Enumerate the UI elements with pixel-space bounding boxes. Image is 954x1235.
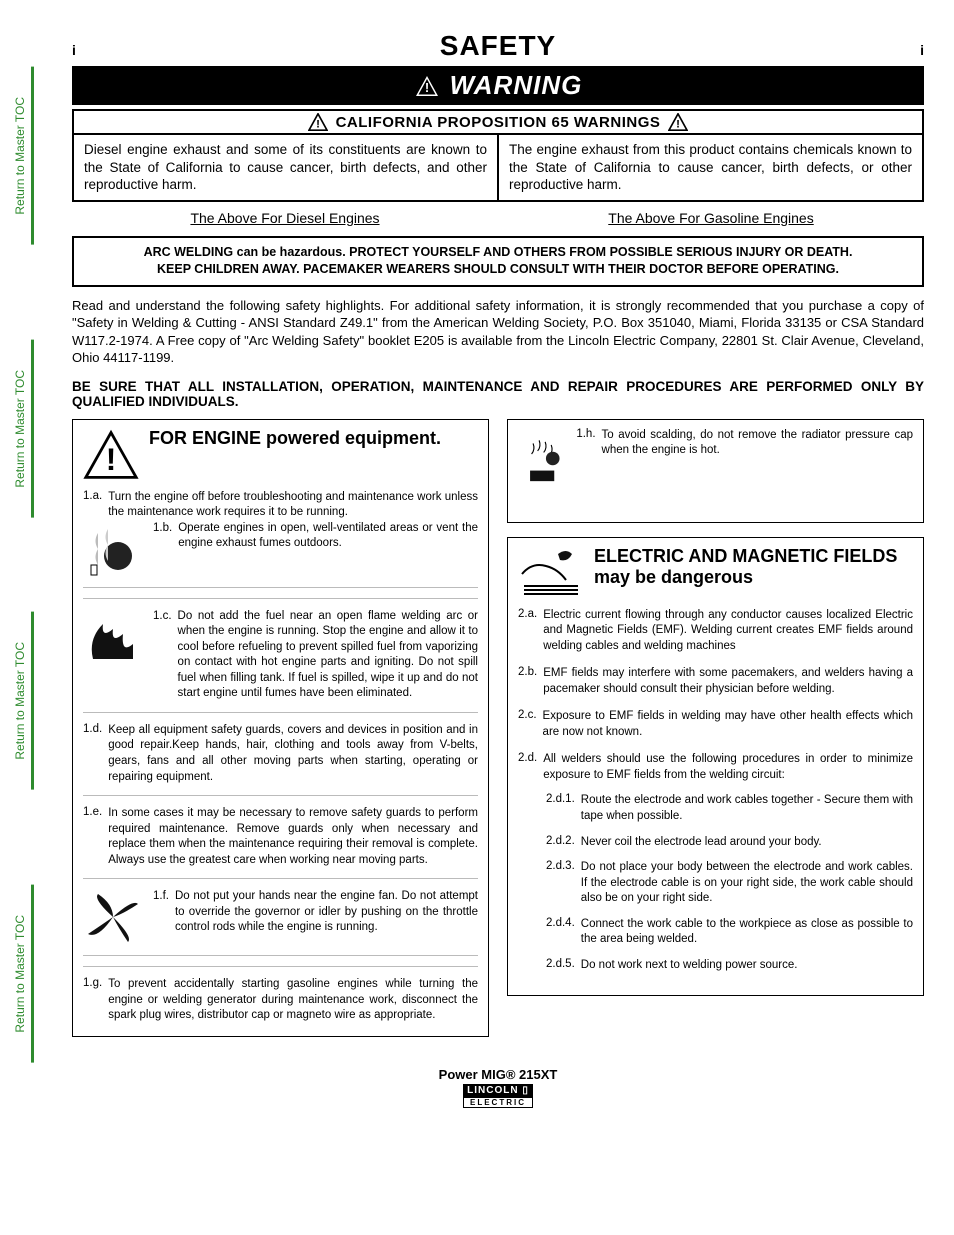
prop65-diesel: Diesel engine exhaust and some of its co… (74, 135, 499, 200)
item-2d1: 2.d.1.Route the electrode and work cable… (546, 793, 913, 824)
footer-logo: LINCOLN ▯ ELECTRIC (463, 1084, 533, 1108)
brand-bottom: ELECTRIC (463, 1097, 533, 1108)
item-1f-row: 1.f.Do not put your hands near the engin… (83, 889, 478, 956)
prop65-frame: ! CALIFORNIA PROPOSITION 65 WARNINGS ! D… (72, 109, 924, 202)
header-row: i SAFETY i (72, 30, 924, 62)
engine-section: ! FOR ENGINE powered equipment. 1.a.Turn… (72, 419, 489, 1037)
item-2b: 2.b.EMF fields may interfere with some p… (518, 666, 913, 697)
divider (83, 878, 478, 879)
toc-tab-3[interactable]: Return to Master TOC (9, 612, 34, 790)
fan-blade-icon (83, 889, 143, 945)
footer-product: Power MIG® 215XT (72, 1067, 924, 1082)
item-1c-row: 1.c.Do not add the fuel near an open fla… (83, 609, 478, 713)
emf-section: ELECTRIC AND MAGNETIC FIELDS may be dang… (507, 537, 924, 996)
item-2d4: 2.d.4.Connect the work cable to the work… (546, 917, 913, 948)
svg-text:!: ! (677, 119, 681, 131)
toc-tab-4[interactable]: Return to Master TOC (9, 885, 34, 1063)
emf-title: ELECTRIC AND MAGNETIC FIELDS may be dang… (594, 546, 913, 587)
gasoline-label: The Above For Gasoline Engines (498, 210, 924, 226)
item-1h: To avoid scalding, do not remove the rad… (602, 428, 913, 459)
page-num-left: i (72, 42, 76, 58)
caution-triangle-large-icon: ! (83, 428, 139, 482)
sidebar-tabs: Return to Master TOC Return to Master TO… (0, 0, 42, 1130)
item-2c: 2.c.Exposure to EMF fields in welding ma… (518, 709, 913, 740)
prop65-gasoline: The engine exhaust from this product con… (499, 135, 922, 200)
exhaust-fumes-icon (83, 521, 143, 577)
item-1a: 1.a.Turn the engine off before troublesh… (83, 490, 478, 521)
page-footer: Power MIG® 215XT LINCOLN ▯ ELECTRIC (72, 1067, 924, 1110)
brand-top: LINCOLN (467, 1085, 518, 1096)
item-1b: Operate engines in open, well-ventilated… (178, 521, 478, 552)
prop65-labels: The Above For Diesel Engines The Above F… (72, 210, 924, 226)
item-1b-row: 1.b.Operate engines in open, well-ventil… (83, 521, 478, 588)
divider (83, 598, 478, 599)
two-column-layout: ! FOR ENGINE powered equipment. 1.a.Turn… (72, 419, 924, 1051)
divider (83, 795, 478, 796)
svg-text:!: ! (316, 119, 320, 131)
emf-section-head: ELECTRIC AND MAGNETIC FIELDS may be dang… (518, 546, 913, 600)
intro-paragraph: Read and understand the following safety… (72, 297, 924, 367)
page-title: SAFETY (440, 30, 556, 62)
item-2d2: 2.d.2.Never coil the electrode lead arou… (546, 835, 913, 851)
warning-bar: ! WARNING (72, 66, 924, 105)
item-1h-section: 1.h.To avoid scalding, do not remove the… (507, 419, 924, 523)
item-2d: 2.d.All welders should use the following… (518, 752, 913, 783)
page-num-right: i (920, 42, 924, 58)
item-1f: Do not put your hands near the engine fa… (175, 889, 478, 936)
caution-triangle-right-icon: ! (668, 113, 688, 131)
warning-text: WARNING (450, 70, 583, 101)
item-1d: 1.d.Keep all equipment safety guards, co… (83, 723, 478, 785)
item-2a: 2.a.Electric current flowing through any… (518, 608, 913, 655)
prop65-title: CALIFORNIA PROPOSITION 65 WARNINGS (336, 114, 661, 131)
arc-warn-line1: ARC WELDING can be hazardous. PROTECT YO… (82, 244, 914, 262)
warning-triangle-icon: ! (414, 75, 440, 97)
prop65-columns: Diesel engine exhaust and some of its co… (74, 135, 922, 200)
engine-section-head: ! FOR ENGINE powered equipment. (83, 428, 478, 482)
engine-title: FOR ENGINE powered equipment. (149, 428, 441, 449)
prop65-title-row: ! CALIFORNIA PROPOSITION 65 WARNINGS ! (74, 111, 922, 135)
caution-triangle-left-icon: ! (308, 113, 328, 131)
toc-tab-2[interactable]: Return to Master TOC (9, 340, 34, 518)
arc-warn-line2: KEEP CHILDREN AWAY. PACEMAKER WEARERS SH… (82, 261, 914, 279)
toc-tab-1[interactable]: Return to Master TOC (9, 67, 34, 245)
page-content: i SAFETY i ! WARNING ! CALIFORNIA PROPOS… (42, 0, 954, 1130)
right-column: 1.h.To avoid scalding, do not remove the… (507, 419, 924, 1051)
item-1g: 1.g.To prevent accidentally starting gas… (83, 977, 478, 1024)
flame-icon (83, 609, 143, 665)
divider (83, 966, 478, 967)
item-1c: Do not add the fuel near an open flame w… (178, 609, 478, 702)
svg-text:!: ! (106, 441, 117, 477)
left-column: ! FOR ENGINE powered equipment. 1.a.Turn… (72, 419, 489, 1051)
arc-welding-warning: ARC WELDING can be hazardous. PROTECT YO… (72, 236, 924, 287)
svg-text:!: ! (424, 80, 428, 95)
qualified-notice: BE SURE THAT ALL INSTALLATION, OPERATION… (72, 379, 924, 409)
hot-radiator-icon (518, 428, 566, 492)
diesel-label: The Above For Diesel Engines (72, 210, 498, 226)
item-1e: 1.e.In some cases it may be necessary to… (83, 806, 478, 868)
emf-hand-icon (518, 546, 584, 600)
item-2d3: 2.d.3.Do not place your body between the… (546, 860, 913, 907)
item-2d5: 2.d.5.Do not work next to welding power … (546, 958, 913, 974)
